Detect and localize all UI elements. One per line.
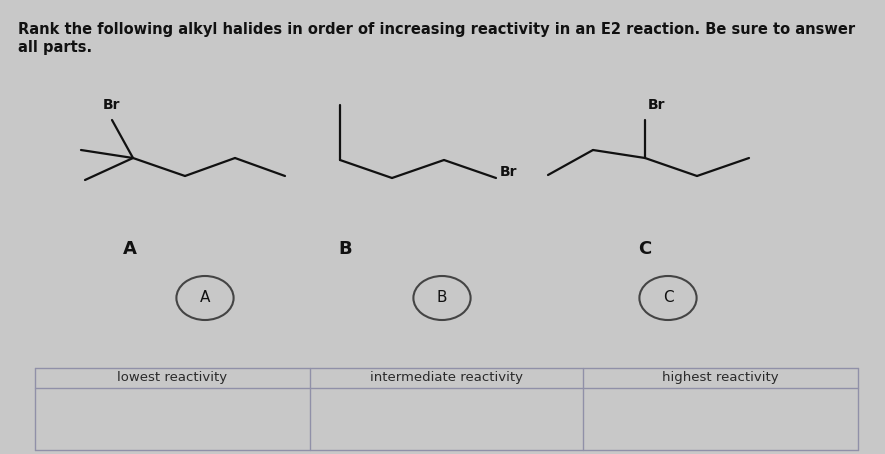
Text: all parts.: all parts. — [18, 40, 92, 55]
Text: B: B — [338, 240, 352, 258]
Text: lowest reactivity: lowest reactivity — [118, 371, 227, 385]
Text: B: B — [437, 291, 447, 306]
Text: A: A — [123, 240, 137, 258]
Text: Br: Br — [103, 98, 120, 112]
Text: Br: Br — [648, 98, 666, 112]
Text: Rank the following alkyl halides in order of increasing reactivity in an E2 reac: Rank the following alkyl halides in orde… — [18, 22, 855, 37]
Text: Br: Br — [500, 165, 518, 179]
Text: highest reactivity: highest reactivity — [662, 371, 779, 385]
Text: intermediate reactivity: intermediate reactivity — [370, 371, 523, 385]
Text: C: C — [663, 291, 673, 306]
Text: A: A — [200, 291, 211, 306]
Text: C: C — [638, 240, 651, 258]
